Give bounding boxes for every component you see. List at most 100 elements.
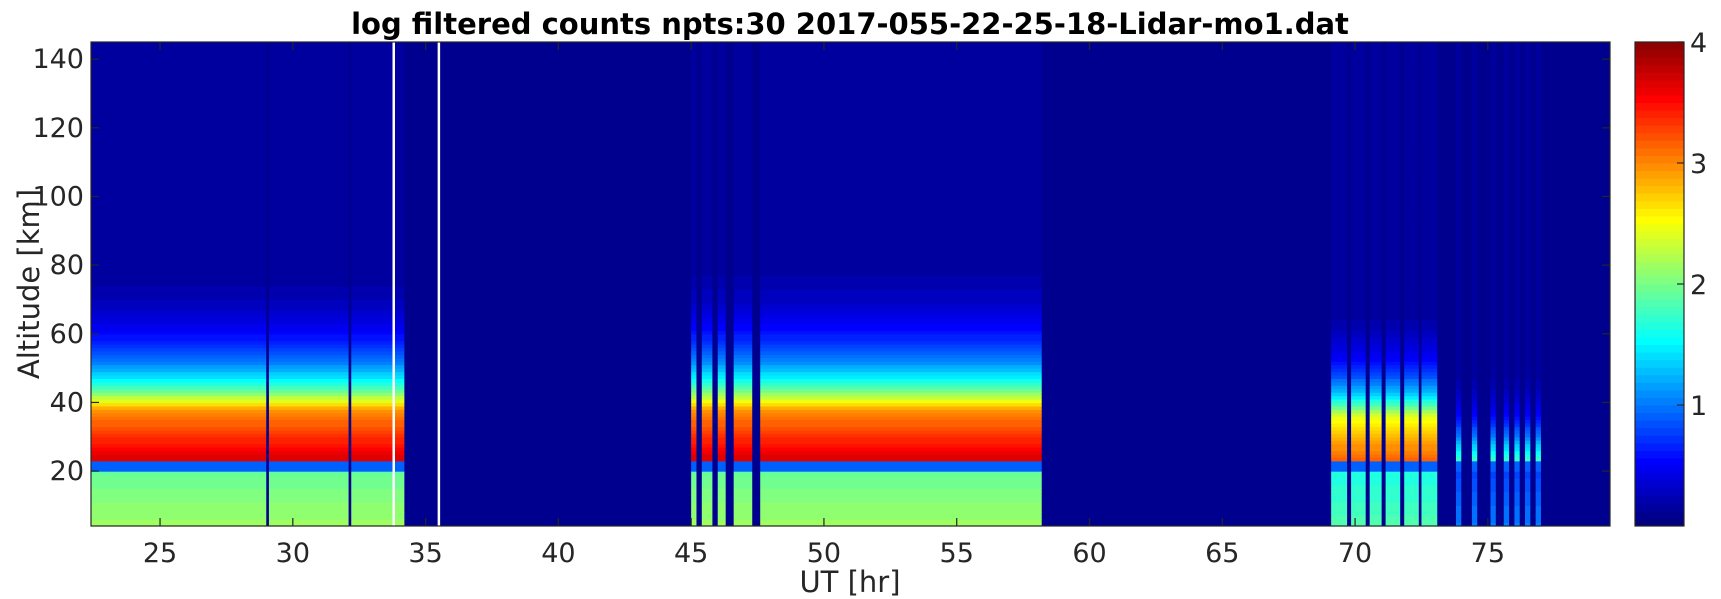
heatmap-cell [91,357,405,362]
heatmap-cell [691,440,1042,445]
colorbar-band [1635,352,1684,361]
heatmap-plot-area [90,41,1611,527]
colorbar-band [1635,155,1684,164]
heatmap-cell [691,241,1042,246]
heatmap-cell [691,409,1042,414]
heatmap-cell [691,385,1042,390]
heatmap-cell [91,316,405,321]
colorbar-band [1635,49,1684,58]
colorbar: 1 2 3 4 [1634,28,1707,527]
heatmap-cell [91,371,405,376]
heatmap-cell [91,210,405,215]
heatmap-cell [91,398,405,404]
heatmap-cell [691,282,1042,287]
heatmap-cell [91,388,405,393]
heatmap-cell [691,378,1042,383]
heatmap-cell [691,162,1042,167]
heatmap-cell [691,254,1042,259]
colorbar-band [1635,291,1684,300]
heatmap-cell [91,193,405,198]
white-marker-lines [392,42,441,526]
heatmap-cell [691,299,1042,304]
heatmap-cell [91,385,405,390]
colorbar-band [1635,200,1684,209]
heatmap-cell [91,368,405,373]
heatmap-cell [691,199,1042,204]
heatmap-cell [691,501,1042,506]
heatmap-cell [91,76,405,81]
heatmap-cell [691,477,1042,482]
colorbar-band [1635,42,1684,51]
heatmap-cell [691,498,1042,503]
heatmap-cell [91,66,405,71]
heatmap-cell [91,306,405,311]
data-gap [712,42,718,526]
heatmap-cell [91,498,405,503]
colorbar-band [1635,276,1684,285]
heatmap-cell [91,477,405,482]
heatmap-cell [91,443,405,448]
heatmap-cell [91,131,405,136]
heatmap-cell [691,398,1042,404]
heatmap-cell [91,285,405,290]
heatmap-cell [691,144,1042,150]
heatmap-cell [691,55,1042,60]
colorbar-band [1635,435,1684,444]
heatmap-cell [91,313,405,318]
heatmap-cell [691,179,1042,184]
heatmap-cell [691,158,1042,163]
heatmap-cell [691,522,1042,527]
heatmap-cell [691,505,1042,510]
heatmap-cell [91,141,405,146]
y-tick-label: 100 [32,181,84,212]
heatmap-cell [691,268,1042,273]
colorbar-band [1635,253,1684,262]
colorbar-band [1635,457,1684,466]
heatmap-cell [691,275,1042,280]
heatmap-cell [691,368,1042,373]
heatmap-cell [91,100,405,105]
heatmap-cell [91,361,405,366]
data-gap [696,42,702,526]
heatmap-cell [91,340,405,345]
data-gap [266,42,269,526]
heatmap-cell [91,282,405,287]
heatmap-cell [691,261,1042,266]
heatmap-cell [691,193,1042,198]
heatmap-cell [691,443,1042,448]
heatmap-cell [91,265,405,270]
heatmap-cell [91,402,405,407]
heatmap-cell [91,515,405,520]
heatmap-cell [91,69,405,74]
heatmap-cell [691,206,1042,211]
heatmap-cell [691,292,1042,297]
heatmap-cell [91,241,405,246]
heatmap-cell [691,426,1042,431]
heatmap-cell [691,93,1042,98]
colorbar-band [1635,64,1684,73]
heatmap-cell [91,151,405,156]
heatmap-cell [91,436,405,441]
heatmap-cell [91,433,405,438]
heatmap-cell [691,488,1042,493]
heatmap-cell [691,131,1042,136]
heatmap-cell [691,52,1042,57]
colorbar-band [1635,510,1684,519]
heatmap-cell [691,120,1042,125]
heatmap-cell [91,96,405,101]
heatmap-cell [91,354,405,359]
heatmap-cell [691,196,1042,201]
heatmap-cell [91,508,405,513]
heatmap-cell [691,412,1042,417]
heatmap-cell [91,405,405,410]
colorbar-band [1635,87,1684,96]
colorbar-band [1635,57,1684,66]
colorbar-band [1635,208,1684,217]
heatmap-cell [691,392,1042,397]
heatmap-cell [691,344,1042,349]
heatmap-cell [91,223,405,228]
heatmap-cell [91,409,405,414]
heatmap-cell [691,374,1042,379]
heatmap-cell [691,76,1042,81]
colorbar-band [1635,132,1684,141]
